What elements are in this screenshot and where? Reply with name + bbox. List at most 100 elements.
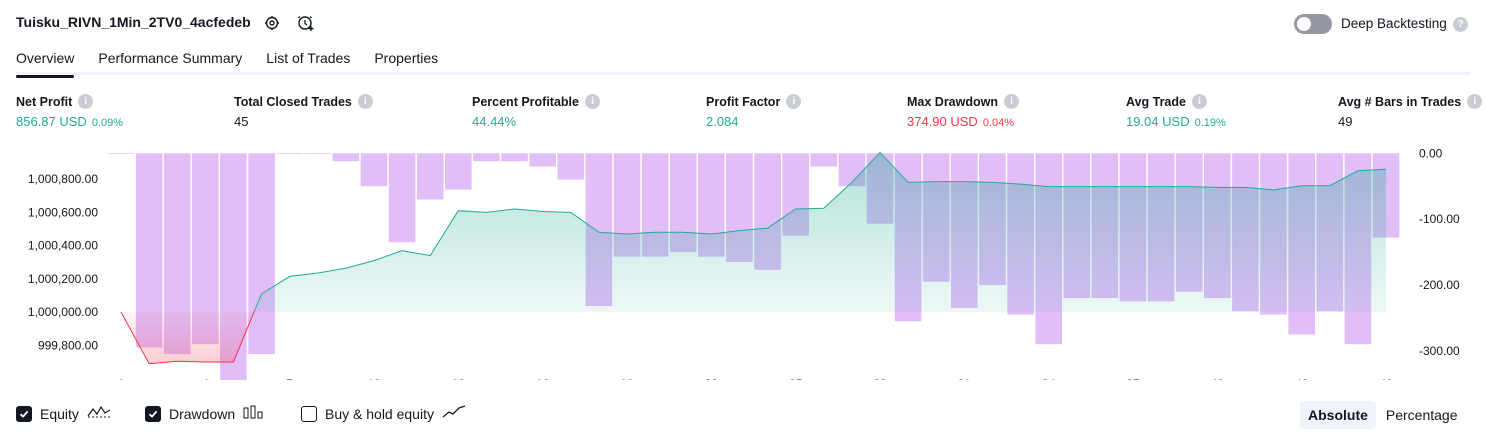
y-right-tick-label: -300.00 [1419,344,1460,358]
legend-buy-hold[interactable]: Buy & hold equity [301,405,466,422]
metric-label: Percent Profitable [472,94,579,109]
metric-label: Net Profit [16,94,73,109]
x-tick-label: 7 [286,377,293,380]
tab-properties[interactable]: Properties [374,50,439,66]
drawdown-bars-icon [243,405,263,422]
metric-value: 45 [234,114,249,129]
legend-equity-label: Equity [40,405,79,422]
equity-wave-icon [87,405,111,422]
info-icon[interactable]: i [1191,94,1207,109]
deep-backtesting-help-icon[interactable]: ? [1453,17,1468,32]
buy-hold-line-icon [442,405,466,422]
x-tick-label: 25 [789,377,803,380]
drawdown-bar [445,153,472,190]
tab-performance-summary[interactable]: Performance Summary [98,50,243,66]
drawdown-bar [473,153,500,162]
metric-percent: 0.04% [982,117,1015,129]
view-mode-switch: Absolute Percentage [1300,401,1466,429]
add-alert-clock-icon[interactable] [296,13,316,33]
tab-overview[interactable]: Overview [16,48,75,78]
y-left-tick-label: 999,800.00 [38,338,98,352]
deep-backtesting-label: Deep Backtesting [1341,16,1447,31]
y-right-tick-label: -100.00 [1419,212,1460,226]
y-right-tick-label: 0.00 [1419,146,1443,160]
percentage-button[interactable]: Percentage [1385,407,1458,423]
metric-net-profit: Net Profit i 856.87 USD 0.09% [16,94,123,129]
legend-drawdown-label: Drawdown [169,405,236,422]
x-tick-label: 43 [1295,377,1309,380]
metric-label: Profit Factor [706,94,781,109]
tabs-divider [16,72,1470,75]
drawdown-bar [332,153,360,162]
y-left-tick-label: 1,000,400.00 [28,239,98,253]
x-tick-label: 22 [705,377,719,380]
absolute-button[interactable]: Absolute [1300,401,1376,429]
equity-profit-area [254,152,1386,313]
drawdown-bar [810,153,838,167]
info-icon[interactable]: i [1467,94,1483,109]
metric-percent: 0.19% [1194,117,1226,129]
equity-loss-line [120,311,255,365]
drawdown-bar [388,153,416,243]
x-tick-label: 40 [1211,377,1225,380]
equity-checkbox[interactable] [16,405,32,422]
drawdown-bar [248,153,275,355]
report-tabs: Overview Performance Summary List of Tra… [16,48,462,78]
info-icon[interactable]: i [786,94,802,109]
buy-hold-checkbox[interactable] [301,405,317,422]
metric-total-closed-trades: Total Closed Trades i 45 [234,94,373,129]
info-icon[interactable]: i [584,94,600,109]
x-tick-label: 37 [1126,377,1140,380]
y-left-tick-label: 1,000,200.00 [28,272,98,286]
metric-avg-bars-in-trades: Avg # Bars in Trades i 49 [1338,94,1483,129]
y-left-tick-label: 1,000,800.00 [28,172,98,186]
tab-list-of-trades[interactable]: List of Trades [266,50,351,66]
y-right-tick-label: -200.00 [1419,278,1460,292]
x-tick-label: 1 [118,377,125,380]
info-icon[interactable]: i [357,94,373,109]
metric-label: Max Drawdown [907,94,998,109]
metric-avg-trade: Avg Trade i 19.04 USD 0.19% [1126,94,1226,129]
x-tick-label: 34 [1042,377,1056,380]
x-tick-label: 10 [367,377,381,380]
drawdown-bar [529,153,556,167]
metric-label: Avg # Bars in Trades [1338,94,1462,109]
info-icon[interactable]: i [78,94,94,109]
x-tick-label: 13 [452,377,466,380]
metric-profit-factor: Profit Factor i 2.084 [706,94,802,129]
drawdown-bar [501,153,528,162]
metric-percent-profitable: Percent Profitable i 44.44% [472,94,600,129]
drawdown-checkbox[interactable] [145,405,161,422]
drawdown-bar [304,153,332,154]
drawdown-bar [416,153,444,200]
drawdown-bar [557,153,585,180]
info-icon[interactable]: i [1004,94,1019,109]
equity-loss-area [121,312,254,364]
strategy-title: Tuisku_RIVN_1Min_2TV0_4acfedeb [16,14,251,30]
equity-drawdown-chart[interactable]: 1,000,800.00 1,000,600.00 1,000,400.00 1,00… [0,140,1486,380]
toggle-knob [1297,17,1311,31]
metric-label: Avg Trade [1126,94,1186,109]
metric-value: 374.90 USD [907,114,978,129]
legend-drawdown[interactable]: Drawdown [145,405,263,422]
x-tick-label: 4 [202,377,209,380]
equity-profit-line [253,151,1387,313]
metric-label: Total Closed Trades [234,94,352,109]
x-tick-label: 19 [620,377,634,380]
drawdown-bar [107,153,135,154]
metric-value: 44.44% [472,114,517,129]
drawdown-bar [360,153,388,187]
legend-equity[interactable]: Equity [16,405,111,422]
x-tick-label: 28 [873,377,887,380]
settings-gear-icon[interactable] [262,13,282,33]
deep-backtesting-toggle[interactable] [1294,14,1332,34]
drawdown-bar [276,153,303,154]
y-left-tick-label: 1,000,000.00 [28,305,98,319]
x-tick-label: 16 [536,377,550,380]
metric-value: 49 [1338,114,1353,129]
legend-buy-hold-label: Buy & hold equity [325,405,434,422]
y-left-tick-label: 1,000,600.00 [28,205,98,219]
metric-value: 856.87 USD [16,114,87,129]
x-tick-label: 46 [1379,377,1393,380]
metric-max-drawdown: Max Drawdown i 374.90 USD 0.04% [907,94,1019,129]
